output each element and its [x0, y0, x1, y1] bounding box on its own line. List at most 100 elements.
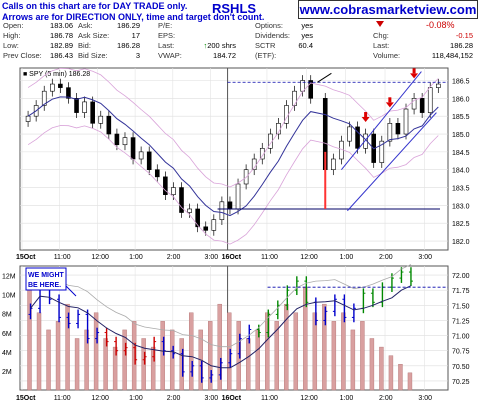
- down-triangle-icon: [376, 21, 384, 27]
- volume-bar: [93, 312, 99, 391]
- candle-body: [163, 176, 168, 195]
- quote-row: Open: 183.06: [3, 21, 73, 31]
- candle-body: [355, 126, 360, 149]
- candle-body: [403, 108, 409, 135]
- quote-label: EPS:: [158, 31, 176, 40]
- volume-bar: [55, 321, 61, 391]
- candle-body: [387, 123, 393, 142]
- quote-value: 17: [131, 31, 140, 40]
- pct-change: -0.08%: [426, 20, 455, 30]
- quote-value: 184.72: [213, 51, 236, 60]
- x-tick-label: 2:00: [379, 395, 393, 402]
- candle-body: [66, 87, 71, 99]
- candle-body: [187, 208, 192, 213]
- quote-label: Dividends:: [255, 31, 291, 40]
- down-arrow-icon: [410, 73, 419, 79]
- quote-label: Low:: [3, 41, 19, 50]
- x-tick-label: 11:00: [54, 254, 71, 261]
- volume-bar: [36, 312, 42, 391]
- quote-label: Chg:: [373, 31, 389, 40]
- volume-bar: [398, 364, 403, 391]
- quote-row: Ask: 186.29: [78, 21, 140, 31]
- candle-body: [138, 151, 144, 160]
- candle-body: [41, 90, 47, 106]
- plot-area: [19, 265, 449, 391]
- volume-bar: [369, 338, 375, 391]
- volume-bar: [131, 321, 137, 391]
- x-tick-label: 15Oct: [16, 395, 36, 402]
- volume-bar: [150, 346, 156, 391]
- x-tick-label: 12:00: [91, 254, 109, 261]
- price-chart: 182.0 182.5 183.0 183.5 184.0 184.5 185.0 185.5…: [16, 67, 470, 261]
- website-link[interactable]: www.cobrasmarketview.com: [298, 0, 478, 19]
- volume-bar: [312, 312, 318, 391]
- quote-row: Volume: 118,484,152: [373, 51, 473, 61]
- volume-bar: [379, 346, 384, 391]
- quote-label: Volume:: [373, 51, 401, 60]
- lower-band: [27, 125, 439, 245]
- quote-row: Bid: 186.28: [78, 41, 140, 51]
- candle-body: [219, 201, 225, 220]
- x-tick-label: 12:00: [91, 395, 109, 402]
- volume-bar: [122, 329, 127, 391]
- y-tick-label: 70.50: [452, 364, 470, 371]
- quote-row: Low: 182.89: [3, 41, 73, 51]
- quote-value: ↑200 shrs: [203, 41, 236, 50]
- volume-bar: [341, 312, 346, 391]
- volume-tick-label: 2M: [2, 369, 12, 376]
- bracket-line: [317, 72, 332, 83]
- candle-body: [203, 226, 209, 231]
- channel-upper: [341, 71, 422, 171]
- candle-body: [82, 101, 87, 113]
- quote-value: yes: [301, 31, 313, 40]
- quote-row: High: 186.78: [3, 31, 73, 41]
- quote-label: Open:: [3, 21, 24, 30]
- quote-label: Last:: [373, 41, 390, 50]
- ticker-title: RSHLS: [212, 1, 257, 16]
- y-tick-label: 71.25: [452, 318, 470, 325]
- candle-body: [179, 187, 184, 213]
- down-arrow-icon: [361, 117, 370, 123]
- volume-bar: [27, 286, 32, 391]
- y-tick-label: 71.00: [452, 334, 470, 341]
- annotation-line-2: BE HERE.: [28, 282, 61, 289]
- moving-average-line: [30, 285, 412, 369]
- volume-tick-label: 12M: [2, 274, 16, 281]
- down-arrow-icon: [364, 112, 368, 118]
- candle-body: [411, 98, 417, 110]
- candle-body: [427, 87, 433, 113]
- volume-bar: [350, 329, 356, 391]
- y-tick-label: 71.75: [452, 288, 470, 295]
- volume-bar: [65, 303, 70, 391]
- y-tick-label: 183.5: [452, 186, 470, 193]
- volume-bar: [169, 329, 175, 391]
- volume-bar: [227, 312, 232, 391]
- y-tick-label: 182.0: [452, 239, 470, 246]
- volume-chart: 70.25 70.50 70.75 71.00 71.25 71.50 71.75 72.00…: [2, 264, 470, 402]
- quote-value: 186.78: [50, 31, 73, 40]
- y-tick-label: 184.0: [452, 168, 470, 175]
- quote-col-1: Open: 183.06 High: 186.78 Low: 182.89 Prev Clo…: [3, 21, 73, 61]
- quote-label: High:: [3, 31, 21, 40]
- quote-value: 118,484,152: [431, 51, 473, 60]
- quote-label: Ask:: [78, 21, 93, 30]
- x-tick-label: 1:00: [340, 395, 354, 402]
- chart-legend: ■ SPY (5 min) 186.28: [23, 71, 90, 78]
- candle-body: [58, 83, 63, 88]
- upper-band: [27, 67, 439, 188]
- quote-value: 182.89: [50, 41, 73, 50]
- y-tick-label: 185.5: [452, 114, 470, 121]
- candle-body: [171, 187, 176, 195]
- quote-value: 3: [135, 51, 140, 60]
- quote-col-3: P/E: EPS: Last: ↑200 shrs VWAP: 184.72: [158, 21, 236, 61]
- y-tick-label: 70.75: [452, 349, 470, 356]
- candle-body: [90, 101, 95, 124]
- y-tick-label: 185.0: [452, 132, 470, 139]
- quote-row: Options: yes: [255, 21, 313, 31]
- candle-body: [331, 158, 336, 171]
- annotation-pointer: [65, 285, 77, 297]
- quote-value: 186.29: [117, 21, 140, 30]
- quote-row: Bid Size: 3: [78, 51, 140, 61]
- x-tick-label: 12:00: [300, 395, 318, 402]
- volume-tick-label: 4M: [2, 350, 12, 357]
